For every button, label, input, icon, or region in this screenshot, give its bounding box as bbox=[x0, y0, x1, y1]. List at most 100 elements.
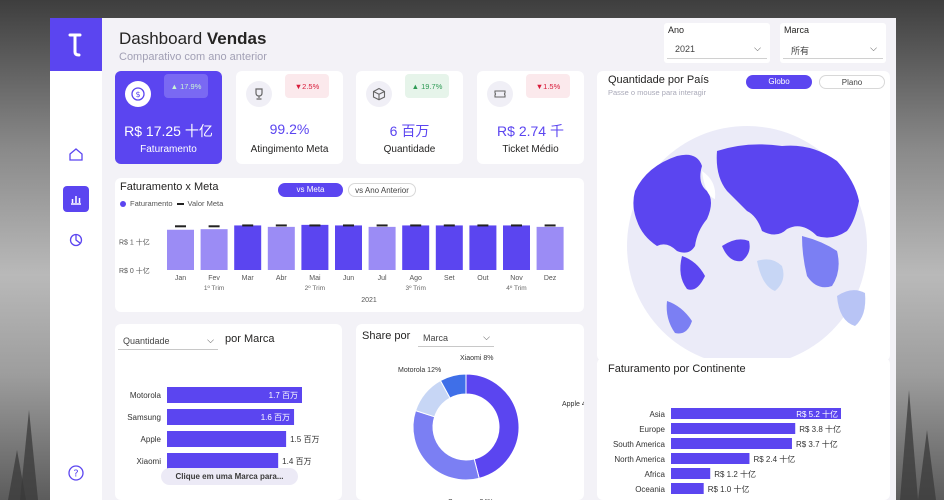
continent-bar bbox=[671, 438, 792, 449]
brand-value-label: 1.5 百万 bbox=[290, 435, 319, 444]
landmass-china[interactable] bbox=[802, 236, 839, 288]
kpi-card-meta[interactable]: ▼2.5% 99.2% Atingimento Meta bbox=[236, 71, 343, 164]
donut-label: Apple 46% bbox=[562, 401, 584, 408]
x-tick-label: Abr bbox=[276, 275, 288, 282]
metric-dropdown[interactable]: Quantidade ⌵ bbox=[118, 332, 218, 350]
x-tick-label: Mai bbox=[309, 275, 321, 282]
landmass-east-asia[interactable] bbox=[837, 290, 866, 326]
brand-label: Motorola bbox=[130, 391, 162, 400]
page-subtitle: Comparativo com ano anterior bbox=[119, 51, 267, 63]
legend-line-label: Valor Meta bbox=[187, 199, 224, 208]
kpi-card-faturamento[interactable]: $ ▲ 17.9% R$ 17.25 十亿 Faturamento bbox=[115, 71, 222, 164]
quarter-label: 3º Trim bbox=[405, 285, 425, 292]
x-tick-label: Dez bbox=[544, 275, 557, 282]
landmass-north-america[interactable] bbox=[633, 154, 711, 253]
x-tick-label: Jun bbox=[343, 275, 354, 282]
continent-value-label: R$ 1.2 十亿 bbox=[714, 469, 756, 479]
continent-label: Oceania bbox=[635, 485, 665, 494]
landmass-scandinavia[interactable] bbox=[722, 239, 750, 262]
bar-faturamento bbox=[435, 225, 463, 270]
continent-chart-card: Faturamento por Continente Asia R$ 5.2 十亿… bbox=[597, 358, 890, 500]
svg-text:?: ? bbox=[73, 469, 78, 480]
meta-chart-title: Faturamento x Meta bbox=[120, 181, 219, 193]
landmass-russia[interactable] bbox=[716, 144, 859, 238]
quarter-label: 2º Trim bbox=[305, 285, 325, 292]
continent-bar bbox=[671, 483, 704, 494]
brand-filter-dropdown[interactable]: 所有 ⌵ bbox=[783, 40, 883, 59]
bar-faturamento bbox=[368, 226, 396, 270]
brand-label: Apple bbox=[141, 435, 162, 444]
share-donut-chart: Apple 46%Samsung 34%Motorola 12%Xiaomi 8… bbox=[398, 355, 584, 500]
kpi-change-badge: ▲ 17.9% bbox=[164, 74, 208, 98]
nav-home-button[interactable] bbox=[63, 141, 89, 167]
donut-slice-samsung bbox=[412, 409, 480, 481]
vs-meta-toggle[interactable]: vs Meta bbox=[278, 183, 343, 197]
y-tick-label: R$ 0 十亿 bbox=[119, 266, 150, 275]
dashboard-app: ? Dashboard Vendas Comparativo com ano a… bbox=[50, 18, 896, 500]
nav-charts-button[interactable] bbox=[63, 186, 89, 212]
globe-map[interactable] bbox=[597, 71, 890, 361]
dimension-dropdown[interactable]: Marca ⌵ bbox=[418, 329, 494, 347]
chevron-down-icon: ⌵ bbox=[754, 43, 761, 53]
page-title: Dashboard Vendas bbox=[119, 29, 267, 48]
donut-label: Xiaomi 8% bbox=[460, 355, 493, 362]
x-tick-label: Set bbox=[444, 275, 455, 282]
marca-bar-chart: Motorola 1.7 百万 Samsung 1.6 百万 Apple 1.5 百万 Xi… bbox=[127, 387, 319, 469]
map-hint: Passe o mouse para interagir bbox=[608, 88, 706, 97]
flat-toggle[interactable]: Plano bbox=[819, 75, 885, 89]
kpi-card-ticket[interactable]: ▼1.5% R$ 2.74 千 Ticket Médio bbox=[477, 71, 584, 164]
globe-toggle[interactable]: Globo bbox=[746, 75, 812, 89]
brand-click-hint-button[interactable]: Clique em uma Marca para... bbox=[161, 468, 298, 485]
continent-value-label: R$ 1.0 十亿 bbox=[708, 484, 750, 494]
year-filter-label: Ano bbox=[668, 25, 685, 35]
tree-decoration bbox=[918, 430, 936, 500]
share-chart-title: Share por bbox=[362, 330, 411, 342]
marca-chart-card: Quantidade ⌵ por Marca Motorola 1.7 百万 Sams… bbox=[115, 324, 342, 500]
legend-marker bbox=[176, 202, 184, 205]
landmass-europe[interactable] bbox=[666, 301, 692, 334]
trophy-icon bbox=[246, 81, 272, 107]
bar-faturamento bbox=[536, 226, 564, 270]
kpi-change-badge: ▲ 19.7% bbox=[405, 74, 449, 98]
quarter-label: 4º Trim bbox=[506, 285, 526, 292]
brand-label: Xiaomi bbox=[137, 457, 162, 466]
app-logo bbox=[50, 18, 102, 71]
x-tick-label: Jul bbox=[378, 275, 387, 282]
year-filter-dropdown[interactable]: 2021 ⌵ bbox=[667, 40, 767, 59]
brand-filter-label: Marca bbox=[784, 25, 810, 35]
brand-bar bbox=[167, 431, 287, 447]
bar-faturamento bbox=[301, 224, 329, 270]
x-tick-label: Ago bbox=[409, 275, 422, 282]
tree-decoration bbox=[8, 450, 26, 500]
kpi-value: R$ 17.25 十亿 bbox=[124, 123, 213, 139]
donut-label: Motorola 12% bbox=[398, 367, 441, 374]
bar-faturamento bbox=[402, 225, 430, 270]
ticket-icon bbox=[487, 81, 513, 107]
x-tick-label: Fev bbox=[208, 275, 220, 282]
brand-bar bbox=[167, 387, 302, 403]
continent-value-label: R$ 3.7 十亿 bbox=[796, 439, 838, 449]
bar-faturamento bbox=[234, 225, 262, 270]
continent-chart-title: Faturamento por Continente bbox=[608, 363, 746, 375]
kpi-value: 6 百万 bbox=[389, 123, 430, 139]
header: Dashboard Vendas Comparativo com ano ant… bbox=[119, 29, 267, 63]
brand-filter[interactable]: Marca 所有 ⌵ bbox=[780, 23, 886, 63]
kpi-card-quantidade[interactable]: ▲ 19.7% 6 百万 Quantidade bbox=[356, 71, 463, 164]
box-icon bbox=[366, 81, 392, 107]
kpi-change-badge: ▼2.5% bbox=[285, 74, 329, 98]
continent-label: South America bbox=[613, 440, 666, 449]
year-filter[interactable]: Ano 2021 ⌵ bbox=[664, 23, 770, 63]
continent-label: Asia bbox=[649, 410, 665, 419]
landmass-central-asia[interactable] bbox=[757, 259, 784, 291]
vs-ano-anterior-toggle[interactable]: vs Ano Anterior bbox=[348, 183, 416, 197]
brand-label: Samsung bbox=[127, 413, 161, 422]
continent-bar bbox=[671, 423, 796, 434]
brand-value-label: 1.4 百万 bbox=[282, 457, 311, 466]
brand-value-label: 1.7 百万 bbox=[269, 391, 298, 400]
bar-faturamento bbox=[167, 229, 194, 270]
year-axis-label: 2021 bbox=[361, 297, 377, 304]
bar-faturamento bbox=[200, 229, 228, 270]
landmass-greenland[interactable] bbox=[680, 256, 705, 290]
nav-help-button[interactable]: ? bbox=[63, 460, 89, 486]
nav-pie-button[interactable] bbox=[63, 227, 89, 253]
